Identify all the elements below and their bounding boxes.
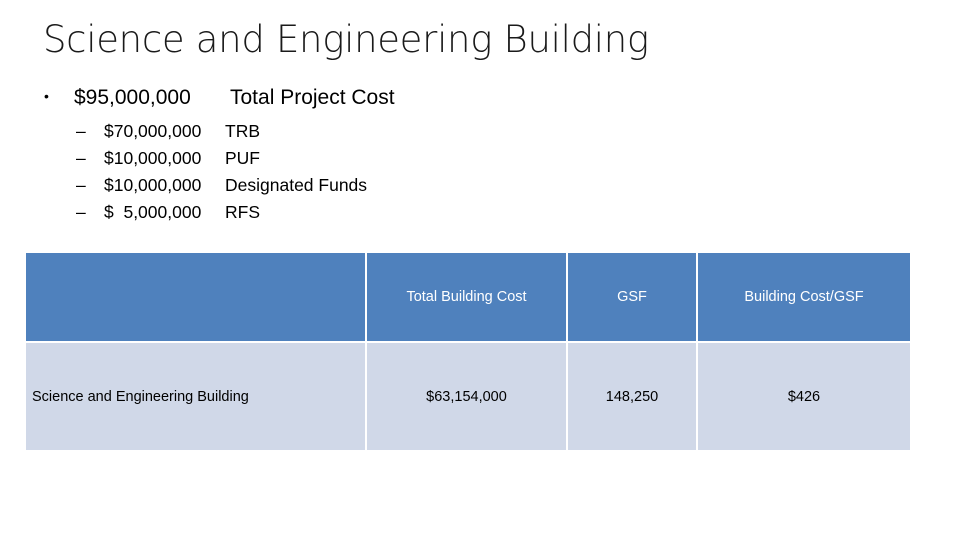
dash-bullet-icon: – xyxy=(76,175,86,195)
total-cost-label: Total Project Cost xyxy=(230,86,395,109)
dash-bullet-icon: – xyxy=(76,202,86,222)
row-label-cell: Science and Engineering Building xyxy=(24,341,367,452)
funding-amount: $10,000,000 xyxy=(104,148,202,168)
funding-label: PUF xyxy=(225,148,260,168)
funding-label: RFS xyxy=(225,202,260,222)
funding-source-item: – $ 5,000,000 RFS xyxy=(76,199,367,226)
total-building-cost-cell: $63,154,000 xyxy=(365,341,568,452)
bullet-dot-icon: • xyxy=(44,88,49,104)
page-title: Science and Engineering Building xyxy=(43,18,649,61)
funding-source-item: – $70,000,000 TRB xyxy=(76,118,367,145)
header-cell-total-building-cost: Total Building Cost xyxy=(365,251,568,343)
table-row: Science and Engineering Building $63,154… xyxy=(24,341,912,452)
cost-per-gsf-cell: $426 xyxy=(696,341,912,452)
funding-amount: $ 5,000,000 xyxy=(104,202,202,222)
funding-sources-list: – $70,000,000 TRB – $10,000,000 PUF – $1… xyxy=(76,118,367,226)
header-cell-empty xyxy=(24,251,367,343)
header-cell-gsf: GSF xyxy=(566,251,698,343)
dash-bullet-icon: – xyxy=(76,121,86,141)
funding-source-item: – $10,000,000 PUF xyxy=(76,145,367,172)
table-header-row: Total Building Cost GSF Building Cost/GS… xyxy=(24,251,912,343)
funding-source-item: – $10,000,000 Designated Funds xyxy=(76,172,367,199)
total-cost-bullet: • $95,000,000 Total Project Cost xyxy=(40,86,395,110)
gsf-cell: 148,250 xyxy=(566,341,698,452)
total-cost-amount: $95,000,000 xyxy=(74,86,191,109)
funding-label: Designated Funds xyxy=(225,175,368,195)
funding-amount: $10,000,000 xyxy=(104,175,202,195)
header-cell-cost-per-gsf: Building Cost/GSF xyxy=(696,251,912,343)
building-cost-table: Total Building Cost GSF Building Cost/GS… xyxy=(24,251,912,452)
funding-label: TRB xyxy=(225,121,260,141)
dash-bullet-icon: – xyxy=(76,148,86,168)
funding-amount: $70,000,000 xyxy=(104,121,202,141)
